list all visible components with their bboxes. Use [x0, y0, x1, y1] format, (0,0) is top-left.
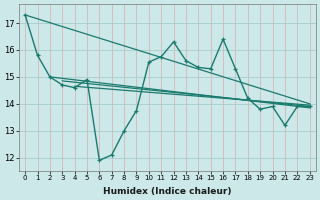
X-axis label: Humidex (Indice chaleur): Humidex (Indice chaleur)	[103, 187, 232, 196]
